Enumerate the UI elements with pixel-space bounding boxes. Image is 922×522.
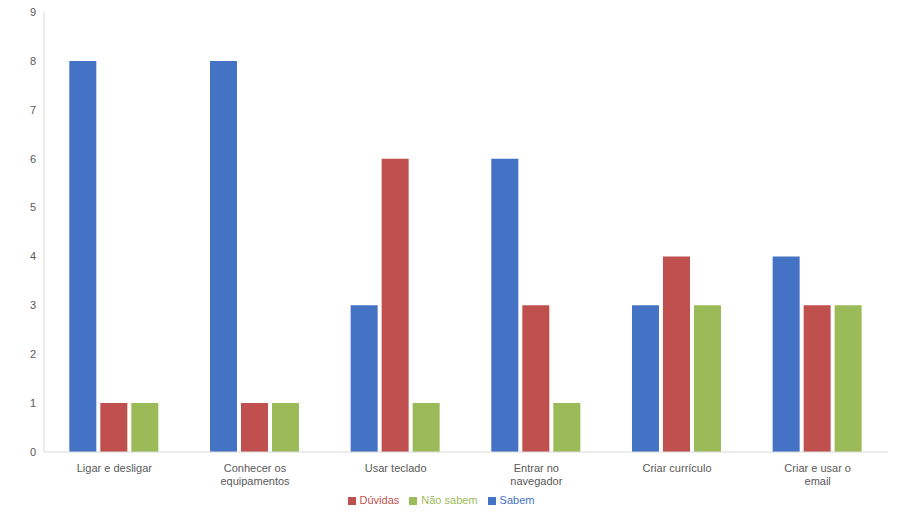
svg-text:3: 3 [30, 299, 36, 311]
svg-text:6: 6 [30, 153, 36, 165]
html-text:Sabem: Sabem [499, 494, 535, 506]
svg-text:5: 5 [30, 201, 36, 213]
svg-text:Criar e usar oemail: Criar e usar oemail [784, 462, 851, 487]
svg-text:8: 8 [30, 55, 36, 67]
svg-text:Ligar e desligar: Ligar e desligar [77, 462, 153, 474]
svg-text:7: 7 [30, 104, 36, 116]
svg-text:Criar currículo: Criar currículo [642, 462, 711, 474]
svg-text:1: 1 [30, 397, 36, 409]
svg-text:0: 0 [30, 446, 36, 458]
svg-text:2: 2 [30, 348, 36, 360]
svg-text:Entrar nonavegador: Entrar nonavegador [510, 462, 562, 487]
html-text:Dúvidas: Dúvidas [359, 494, 400, 506]
svg-text:9: 9 [30, 6, 36, 18]
svg-text:4: 4 [30, 250, 36, 262]
html-text:Não sabem: Não sabem [421, 494, 478, 506]
svg-text:Conhecer osequipamentos: Conhecer osequipamentos [220, 462, 290, 487]
svg-text:Usar teclado: Usar teclado [365, 462, 427, 474]
